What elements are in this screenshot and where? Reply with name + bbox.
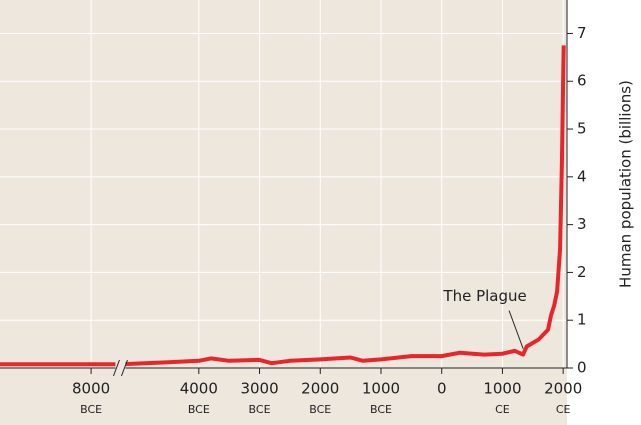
- y-tick-label: 2: [577, 263, 587, 281]
- x-tick-era: CE: [556, 403, 571, 416]
- y-tick-label: 7: [577, 24, 587, 42]
- x-tick-label: 8000: [72, 380, 110, 398]
- x-tick-label: 4000: [180, 380, 218, 398]
- x-tick-label: 0: [437, 380, 447, 398]
- annotation-leader: [508, 310, 524, 349]
- y-tick-label: 6: [577, 72, 587, 90]
- axis-break: [112, 359, 120, 377]
- x-tick-era: BCE: [309, 403, 331, 416]
- x-tick-label: 2000: [544, 380, 582, 398]
- x-tick-era: BCE: [249, 403, 271, 416]
- y-axis-label: Human population (billions): [617, 80, 635, 288]
- x-tick-label: 1000: [362, 380, 400, 398]
- y-tick-label: 3: [577, 215, 587, 233]
- population-line: [0, 45, 566, 367]
- x-tick-label: 2000: [301, 380, 339, 398]
- x-tick-era: CE: [495, 403, 510, 416]
- y-tick-label: 1: [577, 311, 587, 329]
- x-tick-label: 1000: [483, 380, 521, 398]
- x-tick-era: BCE: [188, 403, 210, 416]
- axis-break: [120, 359, 128, 377]
- annotation: The Plague: [442, 287, 526, 305]
- y-tick-label: 5: [577, 120, 587, 138]
- axis-break-gap: [115, 360, 126, 376]
- x-tick-era: BCE: [370, 403, 392, 416]
- x-tick-era: BCE: [80, 403, 102, 416]
- y-tick-label: 0: [577, 359, 587, 377]
- x-tick-label: 3000: [240, 380, 278, 398]
- y-tick-label: 4: [577, 167, 587, 185]
